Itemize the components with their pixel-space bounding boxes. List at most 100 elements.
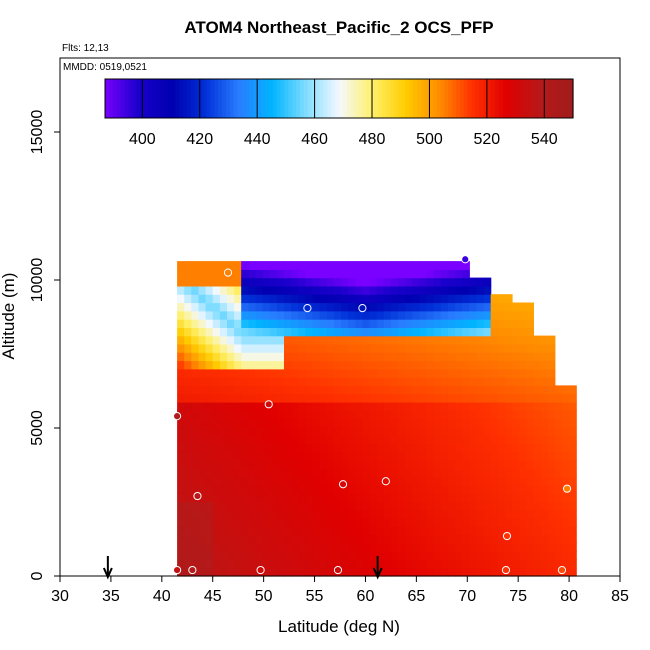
heatmap-cell (462, 534, 470, 544)
heatmap-cell (440, 377, 449, 386)
heatmap-cell (341, 542, 349, 552)
heatmap-cell (184, 294, 192, 304)
heatmap-cell (198, 526, 207, 536)
heatmap-cell (519, 410, 527, 420)
heatmap-cell (390, 294, 399, 304)
heatmap-cell (412, 294, 420, 304)
heatmap-cell (227, 377, 235, 386)
colorbar-swatch (171, 79, 176, 118)
heatmap-cell (191, 385, 199, 395)
heatmap-cell (333, 335, 342, 345)
colorbar-swatch (237, 79, 243, 118)
heatmap-cell (276, 294, 285, 304)
heatmap-cell (284, 277, 292, 287)
heatmap-cell (540, 559, 549, 569)
heatmap-cell (383, 493, 392, 502)
heatmap-cell (348, 443, 356, 453)
heatmap-cell (312, 443, 321, 453)
heatmap-cell (569, 534, 577, 544)
heatmap-cell (355, 542, 363, 552)
heatmap-cell (341, 327, 349, 337)
heatmap-cell (526, 509, 534, 519)
heatmap-cell (469, 551, 477, 560)
heatmap-cell (376, 302, 385, 312)
heatmap-cell (262, 460, 271, 469)
heatmap-cell (291, 484, 299, 494)
colorbar-swatch (241, 79, 246, 118)
heatmap-cell (419, 468, 428, 478)
heatmap-cell (212, 360, 221, 370)
heatmap-cell (219, 542, 228, 552)
heatmap-cell (526, 418, 534, 428)
heatmap-cell (219, 435, 228, 444)
heatmap-cell (462, 385, 470, 395)
heatmap-cell (462, 567, 470, 577)
heatmap-cell (355, 393, 363, 403)
heatmap-cell (305, 385, 314, 395)
heatmap-cell (426, 418, 435, 428)
heatmap-cell (184, 542, 192, 552)
heatmap-cell (269, 484, 278, 494)
heatmap-cell (248, 410, 257, 420)
heatmap-cell (398, 493, 406, 502)
heatmap-cell (312, 493, 321, 502)
heatmap-cell (348, 534, 356, 544)
heatmap-cell (469, 501, 477, 511)
colorbar-swatch (303, 79, 309, 118)
heatmap-cell (276, 319, 285, 328)
sample-points (172, 255, 572, 575)
heatmap-cell (191, 294, 199, 304)
heatmap-cell (398, 343, 406, 353)
heatmap-cell (504, 368, 513, 378)
heatmap-cell (519, 493, 527, 502)
heatmap-cell (512, 518, 520, 527)
heatmap-cell (177, 327, 185, 337)
heatmap-cell (440, 542, 449, 552)
heatmap-cell (198, 261, 207, 270)
heatmap-cell (433, 518, 442, 527)
heatmap-cell (191, 360, 199, 370)
heatmap-cell (184, 418, 192, 428)
heatmap-cell (305, 509, 314, 519)
heatmap-cell (341, 294, 349, 304)
heatmap-cell (554, 501, 563, 511)
heatmap-cell (312, 294, 321, 304)
heatmap-cell (426, 377, 435, 386)
heatmap-cell (554, 426, 563, 436)
heatmap-cell (355, 402, 363, 411)
heatmap-cell (219, 526, 228, 536)
heatmap-cell (255, 518, 264, 527)
heatmap-cell (419, 352, 428, 362)
chart-title: ATOM4 Northeast_Pacific_2 OCS_PFP (184, 18, 493, 37)
heatmap-cell (519, 327, 527, 337)
heatmap-cell (241, 451, 249, 461)
heatmap-cell (269, 476, 278, 486)
heatmap-cell (390, 327, 399, 337)
heatmap-cell (248, 418, 257, 428)
heatmap-cell (341, 501, 349, 511)
heatmap-cell (469, 319, 477, 328)
heatmap-cell (433, 451, 442, 461)
heatmap-cell (241, 335, 249, 345)
heatmap-cell (540, 435, 549, 444)
sample-point (264, 400, 273, 409)
heatmap-cell (426, 484, 435, 494)
heatmap-cell (533, 435, 542, 444)
heatmap-cell (227, 393, 235, 403)
heatmap-cell (490, 335, 499, 345)
heatmap-cell (398, 509, 406, 519)
heatmap-cell (333, 360, 342, 370)
heatmap-cell (512, 509, 520, 519)
heatmap-cell (341, 493, 349, 502)
heatmap-cell (305, 319, 314, 328)
heatmap-cell (248, 385, 257, 395)
heatmap-cell (512, 476, 520, 486)
heatmap-cell (241, 435, 249, 444)
heatmap-cell (519, 501, 527, 511)
heatmap-cell (234, 302, 242, 312)
heatmap-cell (469, 443, 477, 453)
heatmap-cell (455, 435, 463, 444)
heatmap-cell (490, 567, 499, 577)
heatmap-cell (298, 551, 306, 560)
heatmap-cell (447, 343, 456, 353)
